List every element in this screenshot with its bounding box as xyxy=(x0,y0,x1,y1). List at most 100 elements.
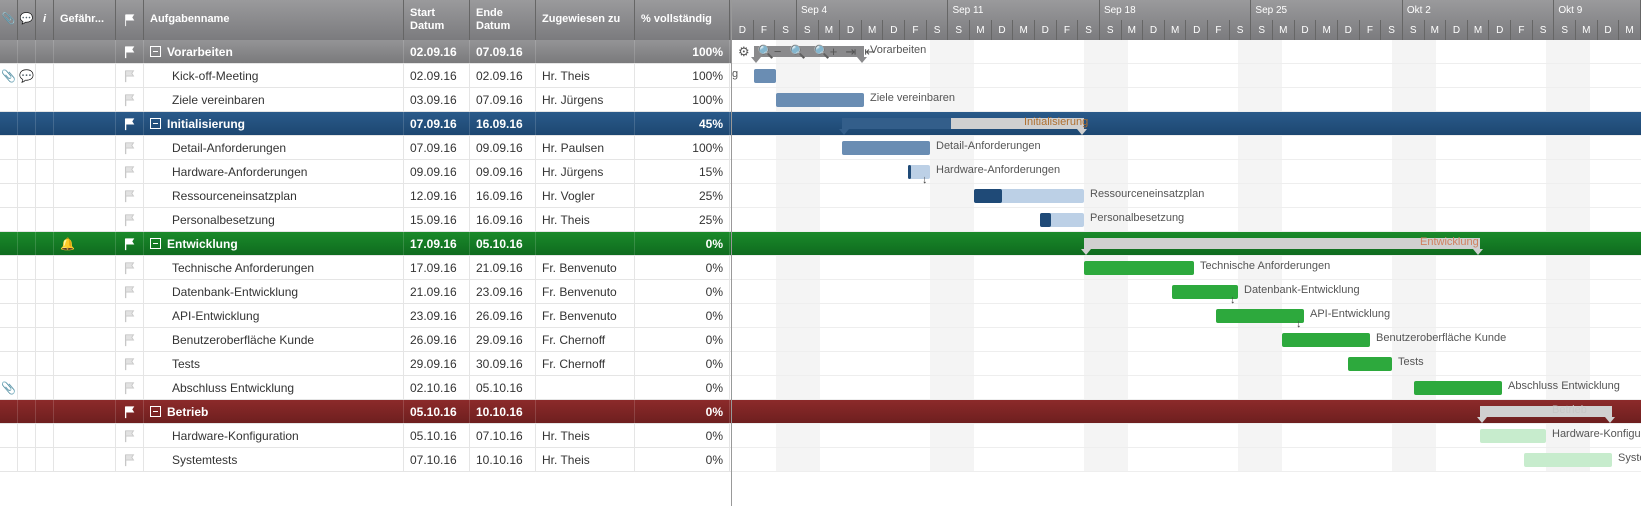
name-cell[interactable]: Detail-Anforderungen xyxy=(144,136,404,159)
pct-cell[interactable]: 0% xyxy=(635,352,730,375)
assigned-cell[interactable]: Hr. Theis xyxy=(536,448,635,471)
col-start[interactable]: Start Datum xyxy=(404,0,470,40)
flag-cell[interactable] xyxy=(116,184,144,207)
task-row[interactable]: Ressourceneinsatzplan12.09.1616.09.16Hr.… xyxy=(0,184,731,208)
gantt-row[interactable]: Ressourceneinsatzplan xyxy=(732,184,1641,208)
assigned-cell[interactable]: Hr. Jürgens xyxy=(536,160,635,183)
scroll-end-icon[interactable]: ⇤ xyxy=(864,44,875,60)
pct-cell[interactable]: 100% xyxy=(635,40,730,63)
gantt-row[interactable]: Tests xyxy=(732,352,1641,376)
flag-cell[interactable] xyxy=(116,376,144,399)
gantt-row[interactable]: Personalbesetzung xyxy=(732,208,1641,232)
col-comment[interactable]: 💬 xyxy=(18,0,36,40)
task-bar[interactable] xyxy=(1348,357,1392,371)
name-cell[interactable]: Ziele vereinbaren xyxy=(144,88,404,111)
task-row[interactable]: Datenbank-Entwicklung21.09.1623.09.16Fr.… xyxy=(0,280,731,304)
pct-cell[interactable]: 100% xyxy=(635,64,730,87)
pct-cell[interactable]: 0% xyxy=(635,304,730,327)
end-cell[interactable]: 10.10.16 xyxy=(470,448,536,471)
end-cell[interactable]: 05.10.16 xyxy=(470,232,536,255)
col-info[interactable]: i xyxy=(36,0,54,40)
assigned-cell[interactable] xyxy=(536,232,635,255)
pct-cell[interactable]: 0% xyxy=(635,448,730,471)
end-cell[interactable]: 09.09.16 xyxy=(470,160,536,183)
task-row[interactable]: 📎Abschluss Entwicklung02.10.1605.10.160% xyxy=(0,376,731,400)
gantt-row[interactable]: Betrieb xyxy=(732,400,1641,424)
gantt-row[interactable]: API-Entwicklung↓ xyxy=(732,304,1641,328)
assigned-cell[interactable]: Hr. Theis xyxy=(536,424,635,447)
flag-cell[interactable] xyxy=(116,280,144,303)
flag-cell[interactable] xyxy=(116,40,144,63)
assigned-cell[interactable] xyxy=(536,112,635,135)
start-cell[interactable]: 23.09.16 xyxy=(404,304,470,327)
gantt-row[interactable]: Systemtests xyxy=(732,448,1641,472)
task-bar[interactable] xyxy=(1282,333,1370,347)
pct-cell[interactable]: 0% xyxy=(635,424,730,447)
flag-cell[interactable] xyxy=(116,400,144,423)
pct-cell[interactable]: 0% xyxy=(635,256,730,279)
name-cell[interactable]: Kick-off-Meeting xyxy=(144,64,404,87)
summary-row[interactable]: Initialisierung07.09.1616.09.1645% xyxy=(0,112,731,136)
task-row[interactable]: Ziele vereinbaren03.09.1607.09.16Hr. Jür… xyxy=(0,88,731,112)
pct-cell[interactable]: 0% xyxy=(635,280,730,303)
start-cell[interactable]: 26.09.16 xyxy=(404,328,470,351)
name-cell[interactable]: Hardware-Anforderungen xyxy=(144,160,404,183)
task-bar[interactable] xyxy=(1040,213,1084,227)
task-bar[interactable] xyxy=(1414,381,1502,395)
pct-cell[interactable]: 0% xyxy=(635,328,730,351)
name-cell[interactable]: Datenbank-Entwicklung xyxy=(144,280,404,303)
pct-cell[interactable]: 0% xyxy=(635,376,730,399)
flag-cell[interactable] xyxy=(116,448,144,471)
start-cell[interactable]: 02.10.16 xyxy=(404,376,470,399)
assigned-cell[interactable]: Hr. Theis xyxy=(536,208,635,231)
summary-row[interactable]: Vorarbeiten02.09.1607.09.16100% xyxy=(0,40,731,64)
pct-cell[interactable]: 0% xyxy=(635,400,730,423)
flag-cell[interactable] xyxy=(116,352,144,375)
start-cell[interactable]: 17.09.16 xyxy=(404,256,470,279)
task-row[interactable]: Hardware-Konfiguration05.10.1607.10.16Hr… xyxy=(0,424,731,448)
pct-cell[interactable]: 25% xyxy=(635,208,730,231)
start-cell[interactable]: 02.09.16 xyxy=(404,64,470,87)
gantt-row[interactable]: Hardware-Anforderungen↓ xyxy=(732,160,1641,184)
task-bar[interactable] xyxy=(776,93,864,107)
name-cell[interactable]: Personalbesetzung xyxy=(144,208,404,231)
col-flag[interactable] xyxy=(116,0,144,40)
task-row[interactable]: Tests29.09.1630.09.16Fr. Chernoff0% xyxy=(0,352,731,376)
pct-cell[interactable]: 45% xyxy=(635,112,730,135)
gantt-row[interactable]: Initialisierung xyxy=(732,112,1641,136)
flag-cell[interactable] xyxy=(116,112,144,135)
task-row[interactable]: API-Entwicklung23.09.1626.09.16Fr. Benve… xyxy=(0,304,731,328)
flag-cell[interactable] xyxy=(116,64,144,87)
name-cell[interactable]: Initialisierung xyxy=(144,112,404,135)
assigned-cell[interactable]: Hr. Jürgens xyxy=(536,88,635,111)
gantt-row[interactable]: Detail-Anforderungen xyxy=(732,136,1641,160)
pct-cell[interactable]: 25% xyxy=(635,184,730,207)
end-cell[interactable]: 29.09.16 xyxy=(470,328,536,351)
end-cell[interactable]: 16.09.16 xyxy=(470,208,536,231)
gantt-row[interactable]: Meeting xyxy=(732,64,1641,88)
start-cell[interactable]: 05.10.16 xyxy=(404,400,470,423)
start-cell[interactable]: 02.09.16 xyxy=(404,40,470,63)
collapse-icon[interactable] xyxy=(150,118,161,129)
task-row[interactable]: 📎💬Kick-off-Meeting02.09.1602.09.16Hr. Th… xyxy=(0,64,731,88)
task-bar[interactable] xyxy=(1524,453,1612,467)
gantt-grid[interactable]: VorarbeitenMeetingZiele vereinbarenIniti… xyxy=(732,40,1641,472)
name-cell[interactable]: Abschluss Entwicklung xyxy=(144,376,404,399)
start-cell[interactable]: 12.09.16 xyxy=(404,184,470,207)
end-cell[interactable]: 10.10.16 xyxy=(470,400,536,423)
task-bar[interactable] xyxy=(842,141,930,155)
gantt-row[interactable]: Technische Anforderungen xyxy=(732,256,1641,280)
task-bar[interactable] xyxy=(1172,285,1238,299)
settings-icon[interactable]: ⚙ xyxy=(738,44,750,60)
task-row[interactable]: Benutzeroberfläche Kunde26.09.1629.09.16… xyxy=(0,328,731,352)
col-assigned[interactable]: Zugewiesen zu xyxy=(536,0,635,40)
pct-cell[interactable]: 0% xyxy=(635,232,730,255)
end-cell[interactable]: 07.09.16 xyxy=(470,40,536,63)
flag-cell[interactable] xyxy=(116,424,144,447)
gantt-row[interactable]: Abschluss Entwicklung xyxy=(732,376,1641,400)
start-cell[interactable]: 07.10.16 xyxy=(404,448,470,471)
pct-cell[interactable]: 100% xyxy=(635,136,730,159)
end-cell[interactable]: 02.09.16 xyxy=(470,64,536,87)
pct-cell[interactable]: 100% xyxy=(635,88,730,111)
assigned-cell[interactable]: Fr. Benvenuto xyxy=(536,304,635,327)
